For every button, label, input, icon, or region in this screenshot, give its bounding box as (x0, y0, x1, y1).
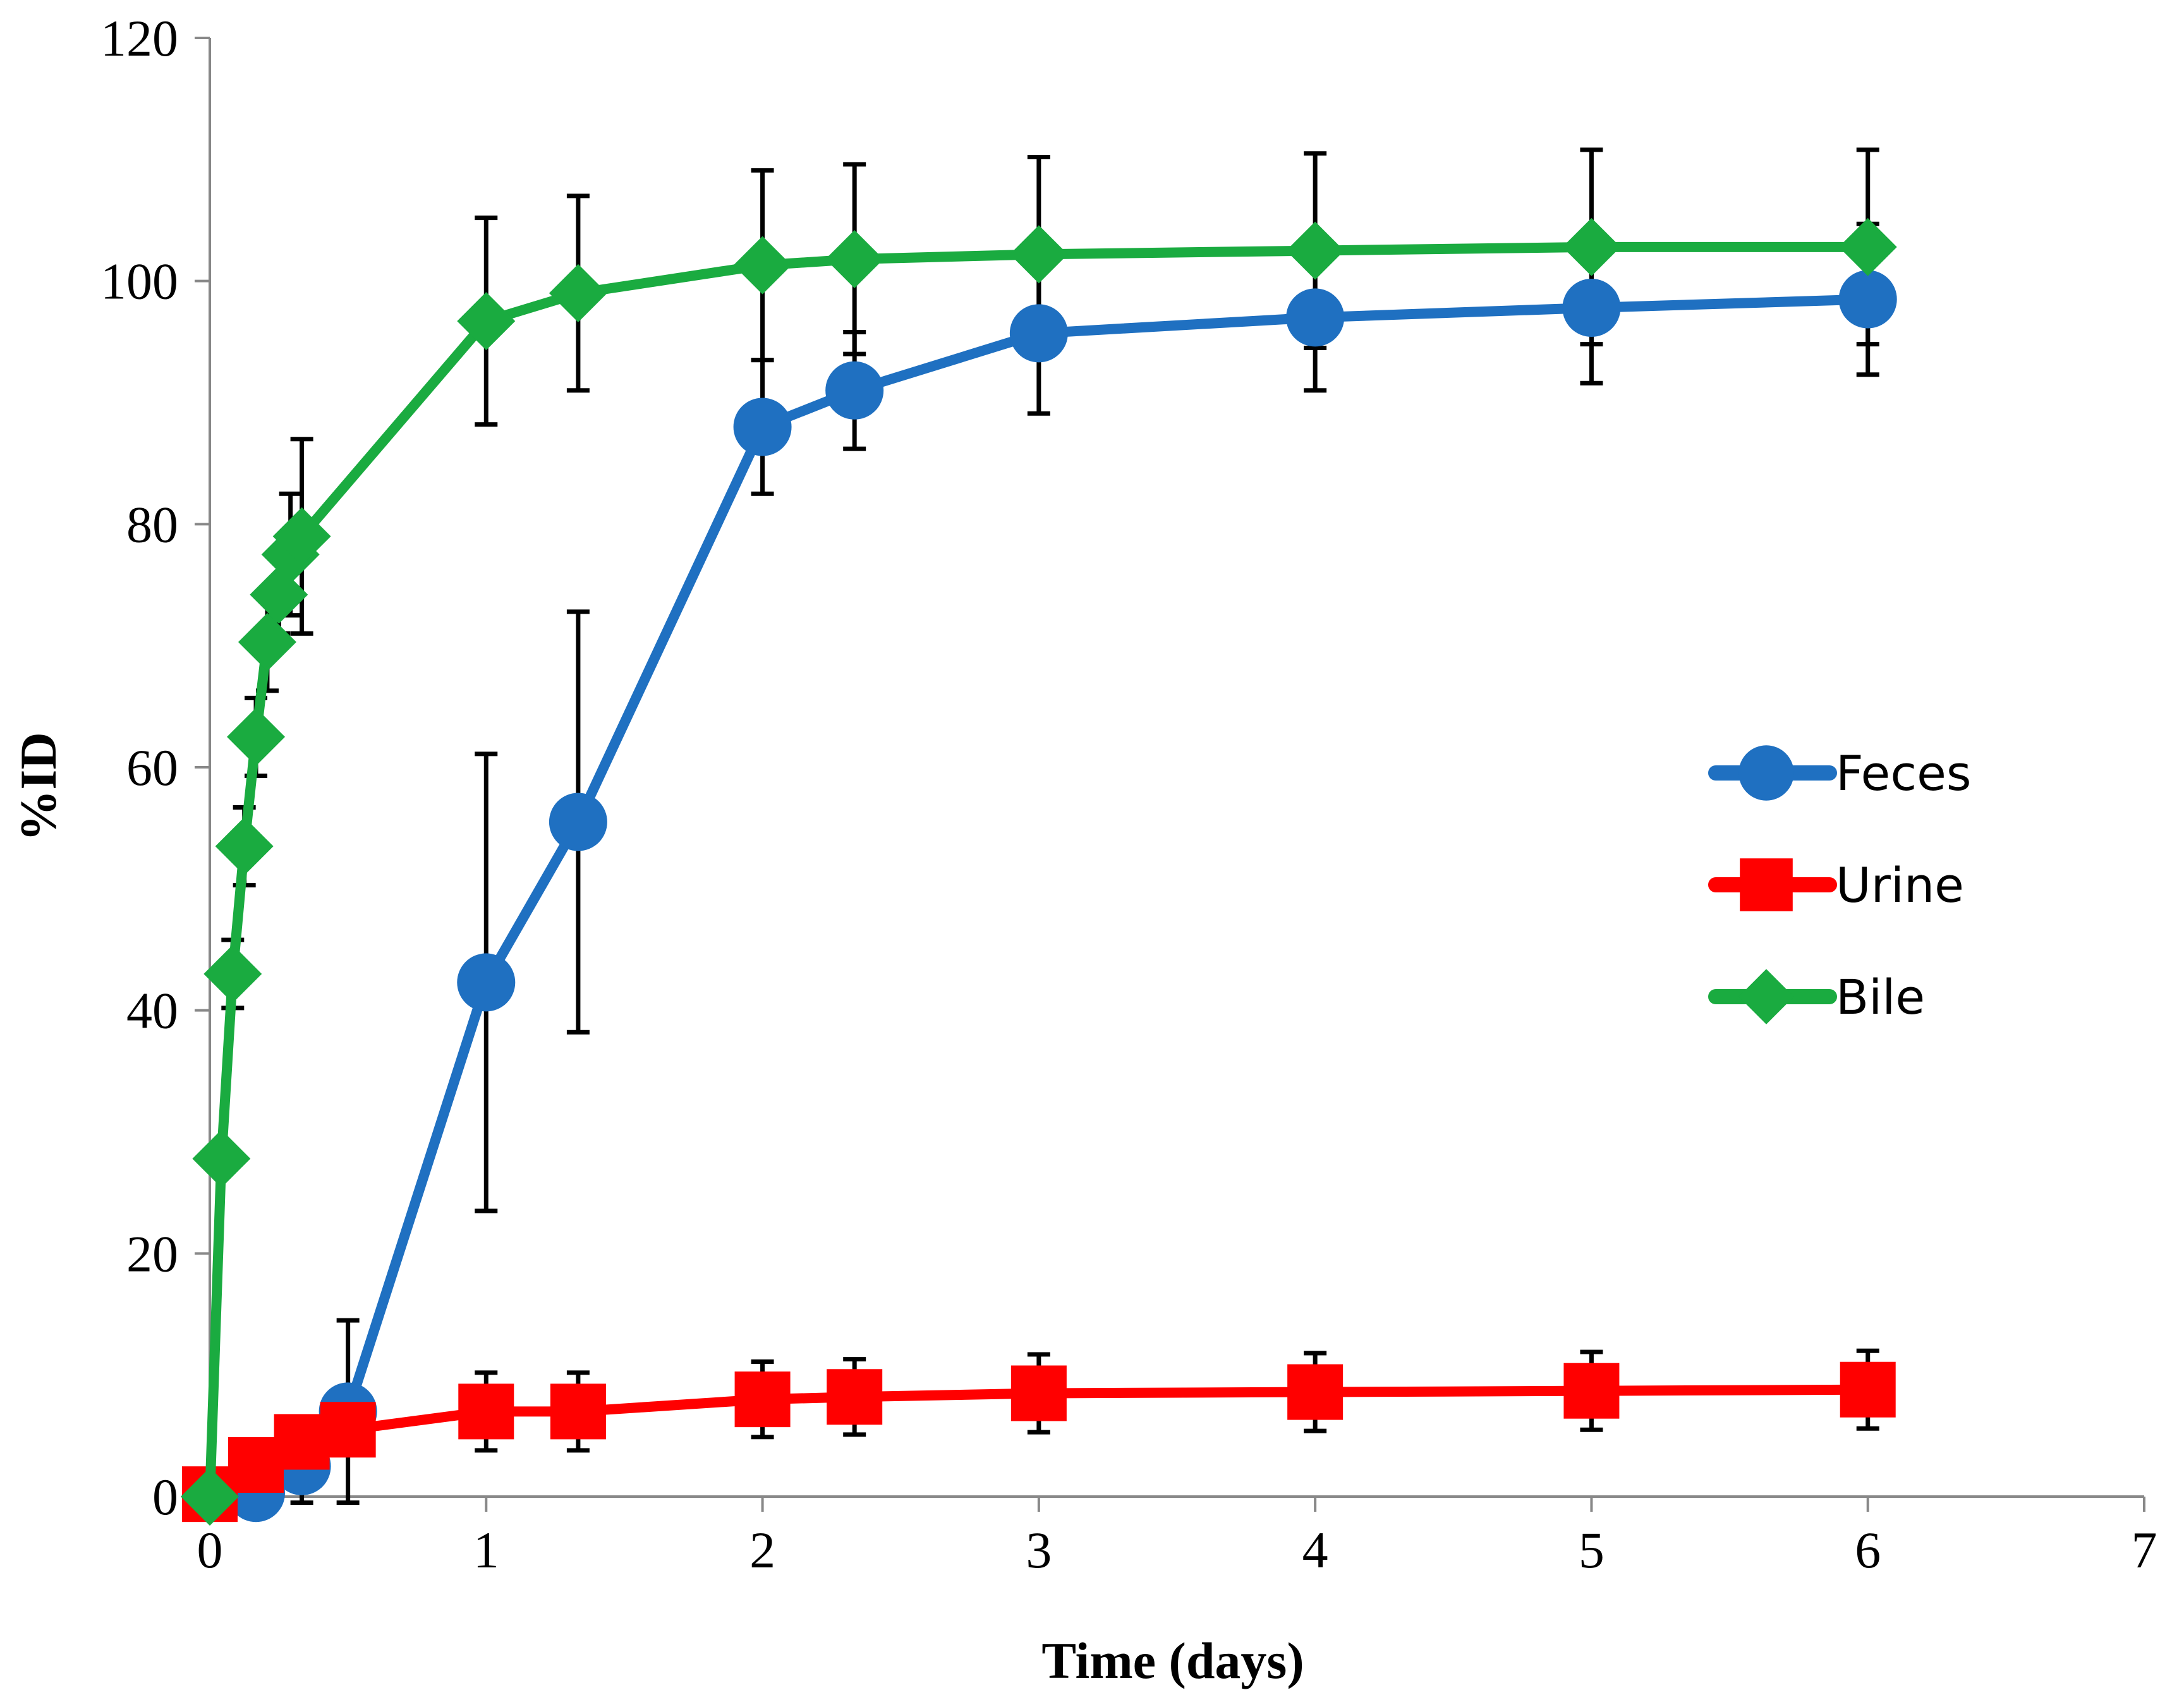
data-point-feces (549, 793, 607, 851)
series-feces (227, 270, 1897, 1523)
data-point-bile (215, 817, 274, 876)
y-axis-title: %ID (9, 732, 67, 841)
data-point-bile (1562, 217, 1621, 276)
x-tick-label: 1 (473, 1521, 499, 1579)
data-point-bile (272, 507, 331, 566)
data-point-urine (1563, 1363, 1620, 1419)
axes: 0 1 2 3 4 5 6 7 0 20 40 60 80 100 120 (100, 9, 2157, 1579)
x-tick-label: 6 (1855, 1521, 1881, 1579)
data-point-feces (825, 361, 884, 420)
data-point-urine (1840, 1361, 1896, 1418)
data-point-feces (457, 953, 516, 1012)
y-tick-label: 60 (126, 739, 178, 796)
x-tick-label: 5 (1579, 1521, 1605, 1579)
legend: Feces Urine Bile (1708, 745, 1971, 1025)
data-point-bile (192, 1129, 251, 1188)
data-point-feces (1286, 288, 1345, 347)
x-axis-title: Time (days) (1041, 1632, 1304, 1689)
x-tick-label: 4 (1302, 1521, 1328, 1579)
legend-marker-bile (1738, 969, 1794, 1024)
y-tick-label: 120 (100, 9, 178, 67)
y-tick-label: 80 (126, 495, 178, 553)
legend-label-urine: Urine (1836, 857, 1964, 913)
x-tick-label: 3 (1026, 1521, 1052, 1579)
series-urine (182, 1361, 1896, 1523)
data-point-bile (203, 944, 262, 1003)
legend-label-feces: Feces (1836, 745, 1971, 801)
data-point-feces (1009, 304, 1068, 363)
data-point-feces (1838, 270, 1897, 329)
data-point-bile (1009, 225, 1068, 284)
data-point-urine (1010, 1365, 1067, 1421)
data-point-bile (1838, 217, 1897, 276)
series-layer (181, 217, 1897, 1526)
series-bile (181, 217, 1897, 1526)
data-point-feces (1562, 278, 1621, 337)
data-point-bile (1286, 221, 1345, 280)
data-point-bile (181, 1468, 239, 1526)
legend-label-bile: Bile (1836, 969, 1925, 1025)
data-point-bile (733, 236, 792, 295)
x-tick-label: 7 (2132, 1521, 2157, 1579)
data-point-urine (458, 1383, 514, 1440)
legend-marker-urine (1740, 858, 1793, 911)
y-tick-label: 40 (126, 982, 178, 1040)
y-tick-label: 20 (126, 1225, 178, 1282)
data-point-urine (734, 1371, 791, 1428)
data-point-bile (825, 230, 884, 289)
series-line-bile (205, 241, 1873, 1502)
data-point-urine (827, 1369, 883, 1425)
x-tick-label: 2 (749, 1521, 775, 1579)
data-point-bile (457, 292, 516, 351)
data-point-urine (550, 1383, 606, 1440)
x-tick-label: 0 (197, 1521, 223, 1579)
data-point-feces (733, 398, 792, 456)
data-point-urine (1287, 1364, 1344, 1420)
y-tick-label: 100 (100, 253, 178, 310)
y-tick-label: 0 (152, 1468, 178, 1526)
series-line-feces (251, 294, 1873, 1498)
legend-marker-feces (1738, 745, 1794, 801)
data-point-bile (238, 612, 296, 671)
data-point-bile (549, 264, 607, 322)
data-point-bile (227, 707, 286, 766)
data-point-urine (320, 1402, 376, 1458)
